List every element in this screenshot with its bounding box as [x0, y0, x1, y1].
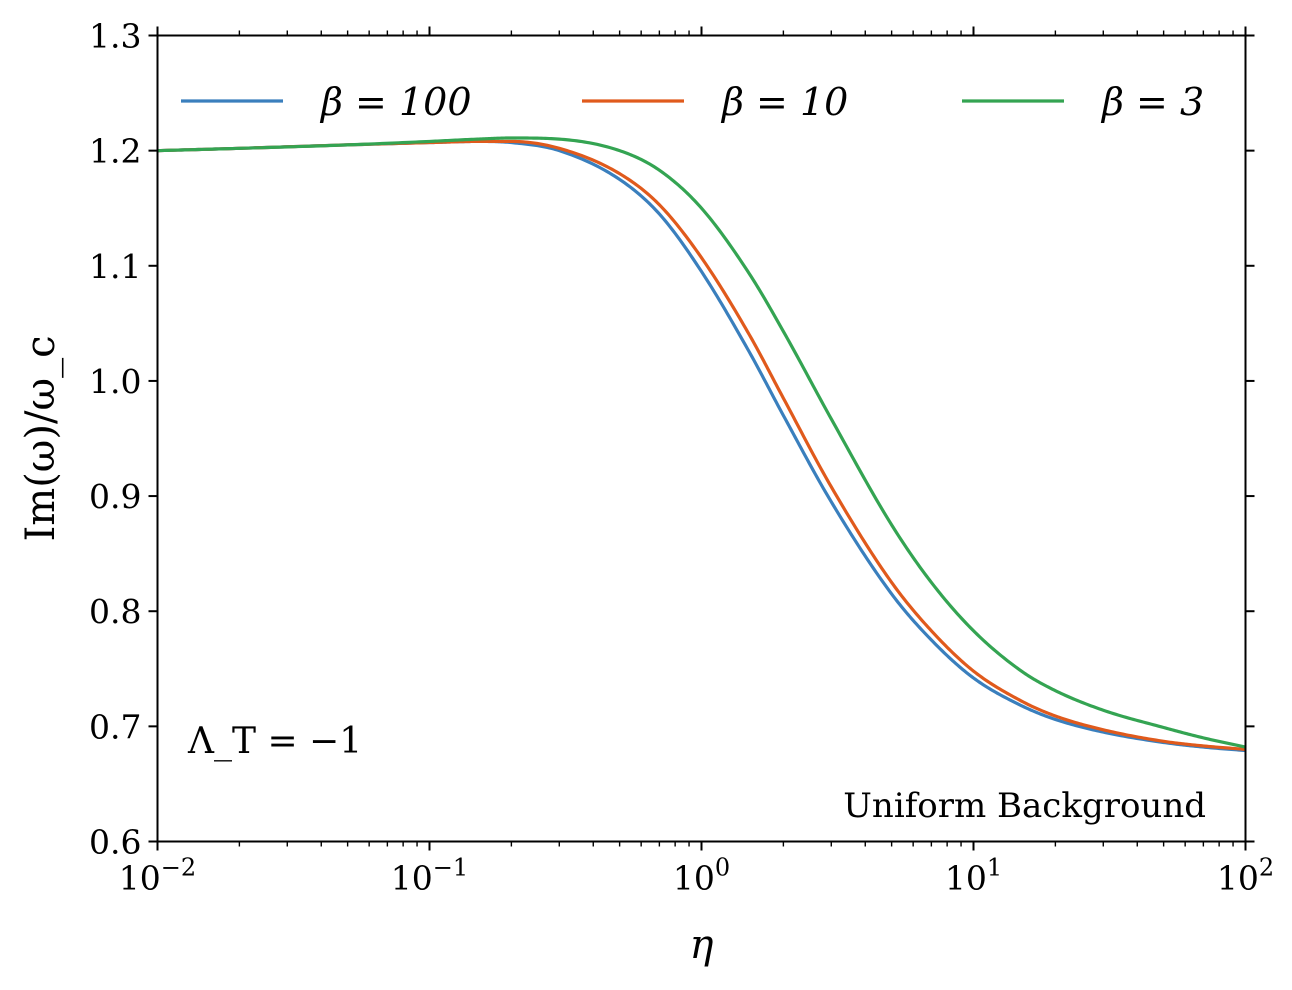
lambda-annotation: Λ_T = −1	[187, 721, 362, 762]
x-tick-label: 10−1	[391, 854, 468, 898]
y-tick-label: 0.9	[89, 477, 141, 516]
y-tick-label: 1.3	[89, 17, 141, 56]
series-layer	[157, 136, 1246, 753]
legend-item-beta-100: β = 100	[181, 80, 472, 124]
legend-label: β = 100	[319, 80, 472, 124]
legend-label: β = 3	[1100, 80, 1204, 124]
legend-item-beta-3: β = 3	[962, 80, 1204, 124]
y-tick-label: 1.2	[89, 132, 141, 171]
series-line-beta-10	[157, 139, 1246, 751]
y-tick-label: 0.6	[89, 823, 141, 862]
x-tick-label: 101	[945, 854, 1002, 898]
x-tick-label: 10−2	[119, 854, 196, 898]
legend: β = 100 β = 10 β = 3	[181, 80, 1204, 124]
y-axis-label: Im(ω)/ω_c	[18, 335, 64, 541]
tick-layer: 10−2 10−1 100 101 102 0.6 0.7 0.8 0.9 1.0 1.1 1.2 1.…	[89, 17, 1274, 898]
axis-labels: η Im(ω)/ω_c	[18, 335, 714, 968]
y-tick-label: 1.1	[89, 247, 141, 286]
legend-label: β = 10	[720, 80, 848, 124]
y-tick-label: 0.8	[89, 592, 141, 631]
x-tick-label: 102	[1217, 854, 1274, 898]
annotations: Λ_T = −1 Uniform Background	[187, 721, 1206, 826]
series-line-beta-100	[157, 139, 1246, 753]
series-line-beta-3	[157, 136, 1246, 749]
x-axis-label: η	[690, 922, 714, 968]
background-annotation: Uniform Background	[843, 786, 1206, 826]
y-tick-label: 0.7	[89, 707, 141, 746]
legend-item-beta-10: β = 10	[582, 80, 848, 124]
y-tick-label: 1.0	[89, 362, 141, 401]
x-tick-label: 100	[673, 854, 730, 898]
